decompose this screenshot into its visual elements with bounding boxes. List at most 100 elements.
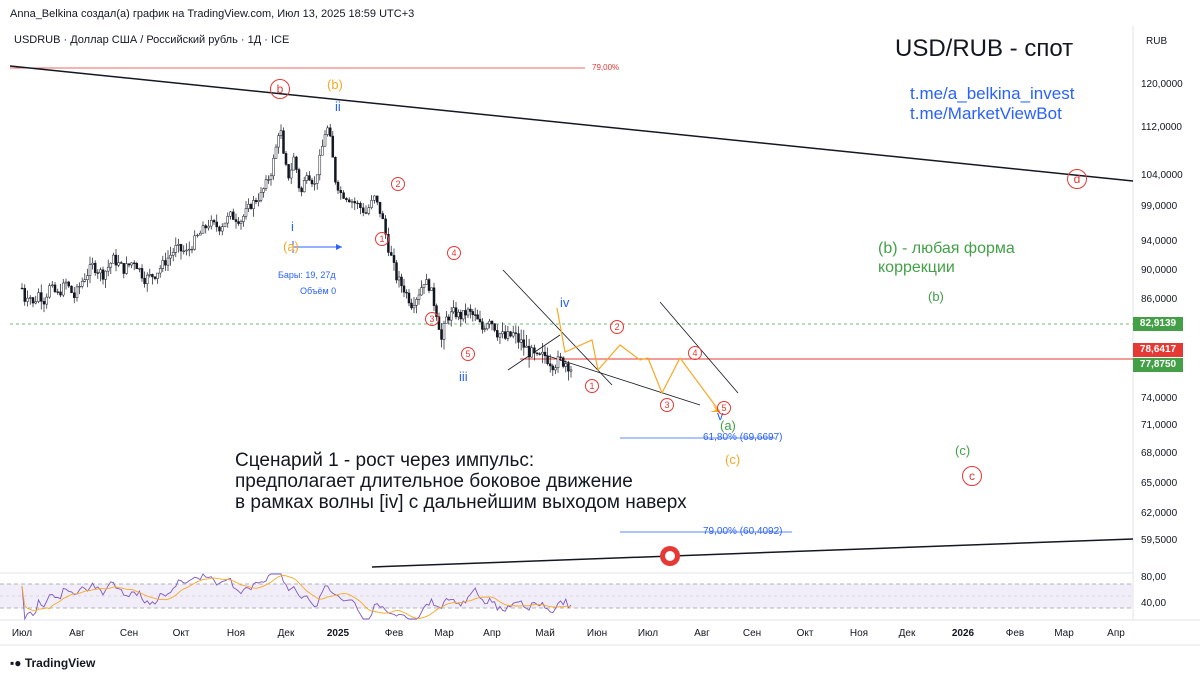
candle-body	[440, 329, 443, 340]
candle-body	[257, 200, 260, 202]
wave-4-circle-b: 4	[688, 346, 702, 360]
candle-body	[297, 169, 301, 189]
candle-body	[496, 330, 499, 338]
price-tick-label: 68,0000	[1141, 448, 1178, 459]
scenario-line1: Сценарий 1 - рост через импульс:	[235, 450, 535, 471]
tradingview-logo[interactable]: ▪● TradingView	[10, 656, 95, 670]
candle-body	[375, 195, 379, 203]
candle-body	[190, 248, 194, 251]
wave-5-circle-a: 5	[461, 347, 475, 361]
wave-a-paren-green: (a)	[720, 418, 736, 433]
candle-body	[287, 164, 290, 179]
candle-body	[127, 263, 131, 266]
price-tick-label: 94,0000	[1141, 236, 1178, 247]
candle-body	[112, 254, 115, 264]
time-axis-label: Июл	[638, 628, 658, 639]
candle-body	[350, 201, 354, 203]
candle-body	[569, 369, 573, 372]
candle-body	[93, 262, 97, 273]
wedge-line-1	[502, 269, 613, 386]
candle-body	[37, 292, 40, 302]
candle-body	[114, 254, 118, 266]
candle-body	[40, 292, 43, 302]
candle-body	[442, 323, 446, 340]
candle-body	[80, 281, 84, 287]
wave-b-circle-top: b	[270, 79, 290, 99]
candle-body	[395, 262, 398, 281]
candle-body	[45, 296, 48, 305]
rsi-ma-line	[21, 575, 572, 619]
candle-body	[381, 213, 385, 220]
candle-body	[485, 323, 489, 330]
candle-body	[538, 353, 541, 355]
candle-body	[135, 263, 139, 270]
candle-body	[412, 305, 416, 309]
symbol-title: USDRUB · Доллар США / Российский рубль ·…	[14, 34, 290, 46]
candle-body	[234, 219, 238, 222]
candle-body	[140, 268, 144, 279]
time-axis-label: 2025	[327, 628, 350, 639]
candle-body	[148, 274, 152, 276]
candle-body	[493, 323, 496, 331]
candle-body	[193, 235, 196, 250]
candle-body	[469, 308, 472, 312]
candle-body	[478, 318, 482, 323]
candle-body	[326, 127, 329, 135]
telegram-link-1[interactable]: t.me/a_belkina_invest	[910, 84, 1075, 103]
time-axis-label: Дек	[899, 628, 916, 639]
wave-1-circle-a: 1	[375, 232, 389, 246]
candle-body	[514, 332, 518, 334]
lower-trendline	[371, 538, 1134, 568]
candle-body	[370, 200, 373, 208]
candle-body	[104, 270, 107, 280]
candle-body	[397, 276, 401, 281]
candle-body	[356, 202, 359, 205]
candle-body	[151, 274, 154, 278]
telegram-link-2[interactable]: t.me/MarketViewBot	[910, 104, 1062, 123]
candle-body	[210, 220, 213, 227]
time-axis-label: Авг	[69, 628, 85, 639]
candle-body	[86, 275, 89, 280]
candle-body	[331, 135, 335, 158]
candle-body	[498, 333, 502, 338]
candle-body	[201, 225, 205, 234]
candle-body	[96, 272, 100, 274]
candle-body	[267, 179, 270, 181]
time-axis-label: Ноя	[850, 628, 868, 639]
candle-body	[466, 308, 470, 316]
candle-body	[530, 347, 533, 358]
candle-body	[254, 200, 258, 202]
wave-c-paren-green: (c)	[955, 443, 971, 458]
candle-body	[56, 291, 59, 293]
measure-arrow-head	[336, 244, 342, 250]
time-axis-label: 2026	[952, 628, 975, 639]
candle-body	[417, 294, 421, 300]
candle-body	[564, 363, 568, 367]
candle-body	[422, 284, 426, 288]
wave-2-circle-a: 2	[391, 177, 405, 191]
candle-body	[410, 302, 413, 309]
candle-body	[541, 351, 544, 355]
candle-body	[26, 297, 29, 302]
candle-body	[405, 291, 408, 294]
candle-body	[525, 345, 528, 348]
price-tick-label: 90,0000	[1141, 265, 1178, 276]
candle-body	[445, 316, 448, 324]
time-axis-label: Ноя	[227, 628, 245, 639]
candle-body	[99, 269, 102, 274]
candle-body	[249, 204, 253, 209]
candle-body	[511, 332, 515, 337]
candle-body	[334, 157, 337, 183]
candle-body	[305, 175, 309, 181]
candle-body	[402, 285, 406, 293]
wave-b-paren-top: (b)	[327, 77, 343, 92]
candle-body	[117, 262, 120, 266]
candle-body	[70, 285, 73, 293]
time-axis-label: Май	[535, 628, 555, 639]
candle-body	[171, 252, 175, 256]
candle-body	[83, 279, 87, 282]
candle-body	[533, 347, 536, 354]
time-axis-label: Апр	[1107, 628, 1125, 639]
candle-body	[432, 287, 436, 306]
